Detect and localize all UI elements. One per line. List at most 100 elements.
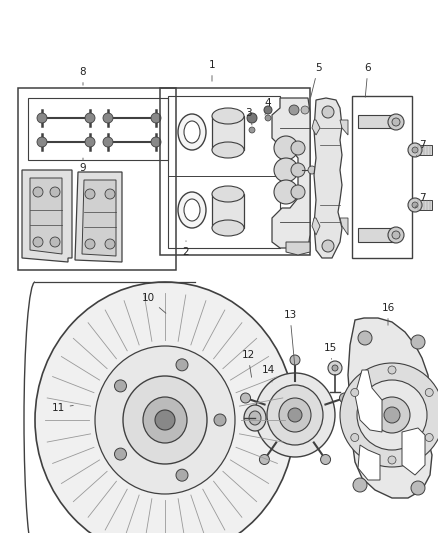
Circle shape [351, 389, 359, 397]
Text: 9: 9 [80, 158, 86, 173]
Circle shape [425, 433, 433, 441]
Circle shape [388, 114, 404, 130]
Circle shape [384, 407, 400, 423]
Polygon shape [272, 98, 310, 248]
Ellipse shape [114, 380, 127, 392]
Text: 7: 7 [416, 140, 425, 156]
Circle shape [388, 227, 404, 243]
Ellipse shape [212, 220, 244, 236]
Circle shape [33, 237, 43, 247]
Circle shape [291, 185, 305, 199]
Bar [212, 116, 244, 150]
Bar [28, 98, 168, 160]
Circle shape [103, 137, 113, 147]
Circle shape [339, 393, 350, 403]
Ellipse shape [178, 114, 206, 150]
Text: 13: 13 [283, 310, 297, 365]
Polygon shape [312, 120, 320, 135]
Ellipse shape [176, 359, 188, 371]
Polygon shape [340, 120, 348, 135]
Circle shape [374, 397, 410, 433]
Circle shape [411, 481, 425, 495]
Ellipse shape [95, 346, 235, 494]
Ellipse shape [123, 376, 207, 464]
Text: 4: 4 [265, 98, 271, 115]
Bar [212, 194, 244, 228]
Circle shape [265, 115, 271, 121]
Text: 3: 3 [245, 108, 252, 125]
Circle shape [33, 187, 43, 197]
Polygon shape [358, 445, 380, 480]
Ellipse shape [178, 192, 206, 228]
Ellipse shape [214, 414, 226, 426]
Ellipse shape [155, 410, 175, 430]
Text: 11: 11 [51, 403, 73, 413]
Circle shape [321, 455, 331, 464]
Text: 5: 5 [311, 63, 321, 98]
Circle shape [425, 389, 433, 397]
Circle shape [274, 136, 298, 160]
Text: 10: 10 [141, 293, 166, 313]
Polygon shape [340, 218, 348, 235]
Text: 2: 2 [183, 241, 189, 257]
Circle shape [408, 198, 422, 212]
Polygon shape [358, 115, 396, 128]
Polygon shape [75, 172, 122, 262]
Circle shape [103, 113, 113, 123]
Circle shape [151, 113, 161, 123]
Polygon shape [286, 242, 310, 255]
Text: 12: 12 [241, 350, 254, 377]
Circle shape [290, 355, 300, 365]
Circle shape [37, 113, 47, 123]
Ellipse shape [143, 397, 187, 443]
Ellipse shape [267, 385, 323, 445]
Circle shape [332, 365, 338, 371]
Ellipse shape [249, 411, 261, 425]
Circle shape [351, 433, 359, 441]
Ellipse shape [184, 199, 200, 221]
Circle shape [264, 106, 272, 114]
Text: 16: 16 [381, 303, 395, 325]
Circle shape [301, 106, 309, 114]
Circle shape [412, 147, 418, 153]
Text: 6: 6 [365, 63, 371, 97]
Ellipse shape [212, 186, 244, 202]
Circle shape [291, 141, 305, 155]
Text: 7: 7 [415, 193, 425, 208]
Ellipse shape [176, 469, 188, 481]
Polygon shape [314, 98, 342, 258]
Polygon shape [402, 428, 425, 475]
Circle shape [322, 106, 334, 118]
Circle shape [85, 239, 95, 249]
Polygon shape [415, 145, 432, 155]
Circle shape [85, 189, 95, 199]
Polygon shape [312, 218, 320, 235]
Circle shape [388, 456, 396, 464]
Bar [18, 88, 176, 270]
Circle shape [322, 240, 334, 252]
Circle shape [358, 331, 372, 345]
Circle shape [392, 118, 400, 126]
Circle shape [50, 237, 60, 247]
Text: 8: 8 [80, 67, 86, 85]
Bar [352, 96, 412, 258]
Text: 1: 1 [208, 60, 215, 81]
Circle shape [50, 187, 60, 197]
Polygon shape [30, 178, 62, 254]
Circle shape [105, 239, 115, 249]
Ellipse shape [212, 142, 244, 158]
Circle shape [388, 366, 396, 374]
Circle shape [289, 105, 299, 115]
Ellipse shape [184, 121, 200, 143]
Polygon shape [22, 170, 72, 262]
Ellipse shape [212, 108, 244, 124]
Circle shape [259, 455, 269, 464]
Circle shape [392, 231, 400, 239]
Circle shape [85, 113, 95, 123]
Polygon shape [355, 370, 382, 432]
Ellipse shape [35, 282, 295, 533]
Circle shape [411, 335, 425, 349]
Circle shape [328, 361, 342, 375]
Polygon shape [82, 180, 116, 256]
Circle shape [274, 180, 298, 204]
